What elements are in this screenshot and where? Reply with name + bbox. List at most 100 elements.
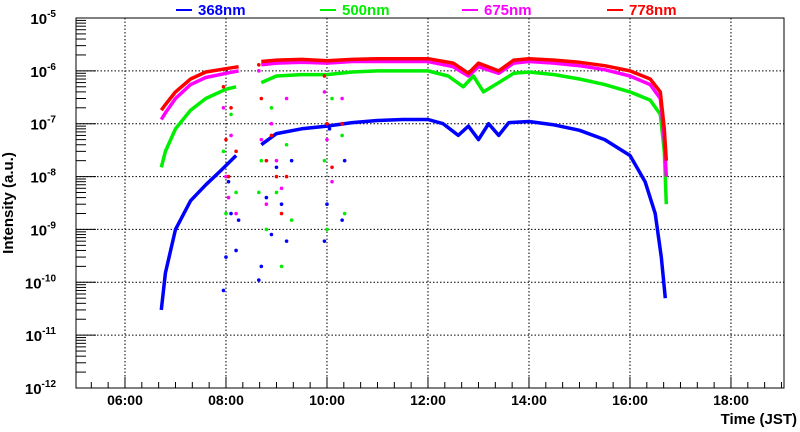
y-tick-base: 10 xyxy=(30,222,47,239)
data-point-500nm xyxy=(224,211,228,216)
data-point-368nm xyxy=(289,158,294,163)
y-tick-label: 10-9 xyxy=(30,220,56,239)
data-point-675nm xyxy=(221,106,226,110)
series-line-778nm xyxy=(261,56,669,161)
y-tick-exponent: -8 xyxy=(47,168,56,179)
data-point-368nm xyxy=(327,127,332,131)
legend: 368nm 500nm 675nm 778nm xyxy=(176,2,677,19)
data-point-368nm xyxy=(269,232,274,237)
data-point-500nm xyxy=(257,190,261,195)
data-point-778nm xyxy=(274,174,279,179)
series-778nm xyxy=(159,56,669,216)
legend-label-500nm: 500nm xyxy=(342,2,390,19)
axes: 06:00 08:00 10:00 12:00 14:00 16:00 18:0010-51… xyxy=(25,9,782,408)
y-tick-label: 10-8 xyxy=(30,168,56,187)
grid-lines xyxy=(76,18,784,388)
data-point-368nm xyxy=(325,202,329,207)
y-tick-exponent: -5 xyxy=(47,9,56,20)
data-point-368nm xyxy=(264,195,269,200)
y-tick-exponent: -6 xyxy=(47,62,56,73)
y-tick-label: 10-6 xyxy=(30,62,56,81)
data-point-675nm xyxy=(274,158,279,163)
plot-frame xyxy=(75,17,785,389)
y-tick-exponent: -11 xyxy=(42,326,56,337)
data-point-368nm xyxy=(229,211,233,216)
y-tick-label: 10-11 xyxy=(25,326,56,345)
series-line-778nm xyxy=(159,64,239,112)
data-point-778nm xyxy=(340,121,344,126)
x-tick-label: 06:00 xyxy=(107,392,143,408)
data-point-368nm xyxy=(340,218,344,222)
y-tick-label: 10-12 xyxy=(25,379,57,398)
data-point-500nm xyxy=(269,106,274,110)
data-point-500nm xyxy=(289,218,294,222)
data-point-500nm xyxy=(229,112,233,117)
series-line-675nm xyxy=(159,69,239,121)
data-point-500nm xyxy=(221,149,226,154)
x-tick-label: 16:00 xyxy=(612,392,648,408)
y-tick-exponent: -12 xyxy=(42,379,57,390)
x-axis-label: Time (JST) xyxy=(721,411,797,427)
y-tick-base: 10 xyxy=(30,11,47,28)
data-point-675nm xyxy=(279,186,284,191)
data-point-778nm xyxy=(229,106,233,110)
data-point-778nm xyxy=(284,174,289,179)
x-tick-label: 08:00 xyxy=(208,392,244,408)
data-point-778nm xyxy=(322,74,327,78)
data-point-500nm xyxy=(342,211,347,216)
legend-label-778nm: 778nm xyxy=(629,2,677,19)
data-point-778nm xyxy=(234,149,238,154)
data-point-368nm xyxy=(236,218,241,222)
legend-label-675nm: 675nm xyxy=(484,2,532,19)
data-point-500nm xyxy=(284,142,289,147)
data-point-675nm xyxy=(330,179,334,184)
data-point-500nm xyxy=(340,133,344,138)
data-point-778nm xyxy=(264,158,269,163)
data-point-675nm xyxy=(322,90,327,94)
data-point-675nm xyxy=(284,96,289,101)
y-tick-base: 10 xyxy=(30,170,47,187)
y-tick-base: 10 xyxy=(25,381,42,398)
y-tick-exponent: -10 xyxy=(42,273,57,284)
x-tick-label: 18:00 xyxy=(713,392,749,408)
y-tick-label: 10-10 xyxy=(25,273,57,292)
data-point-500nm xyxy=(279,264,284,269)
y-tick-base: 10 xyxy=(25,275,42,292)
data-point-778nm xyxy=(221,84,226,89)
data-point-675nm xyxy=(259,137,264,142)
data-point-778nm xyxy=(279,211,284,216)
y-tick-base: 10 xyxy=(30,64,47,81)
data-point-500nm xyxy=(234,190,238,195)
data-point-368nm xyxy=(224,255,228,259)
y-tick-base: 10 xyxy=(25,328,42,345)
data-point-675nm xyxy=(234,211,238,216)
series-368nm xyxy=(159,117,668,311)
series-line-500nm xyxy=(159,85,237,168)
data-point-675nm xyxy=(224,174,228,179)
data-point-675nm xyxy=(264,202,269,207)
data-point-500nm xyxy=(325,227,329,232)
data-point-368nm xyxy=(234,248,238,253)
data-point-368nm xyxy=(342,158,347,163)
y-tick-exponent: -9 xyxy=(47,220,56,231)
data-point-778nm xyxy=(269,133,274,138)
data-point-368nm xyxy=(257,278,261,282)
series-line-368nm xyxy=(159,154,238,311)
data-point-500nm xyxy=(259,158,264,163)
x-tick-label: 10:00 xyxy=(309,392,345,408)
data-point-368nm xyxy=(284,239,289,243)
data-point-778nm xyxy=(257,63,261,67)
data-point-778nm xyxy=(224,137,228,142)
x-tick-label: 12:00 xyxy=(410,392,446,408)
data-point-675nm xyxy=(226,195,231,200)
data-point-778nm xyxy=(325,121,329,126)
data-point-368nm xyxy=(259,264,264,269)
data-point-368nm xyxy=(322,239,327,243)
data-point-675nm xyxy=(340,96,344,101)
data-point-500nm xyxy=(264,227,269,232)
data-point-368nm xyxy=(226,179,231,184)
data-point-368nm xyxy=(221,288,226,293)
data-point-675nm xyxy=(257,69,261,73)
data-point-500nm xyxy=(330,96,334,101)
